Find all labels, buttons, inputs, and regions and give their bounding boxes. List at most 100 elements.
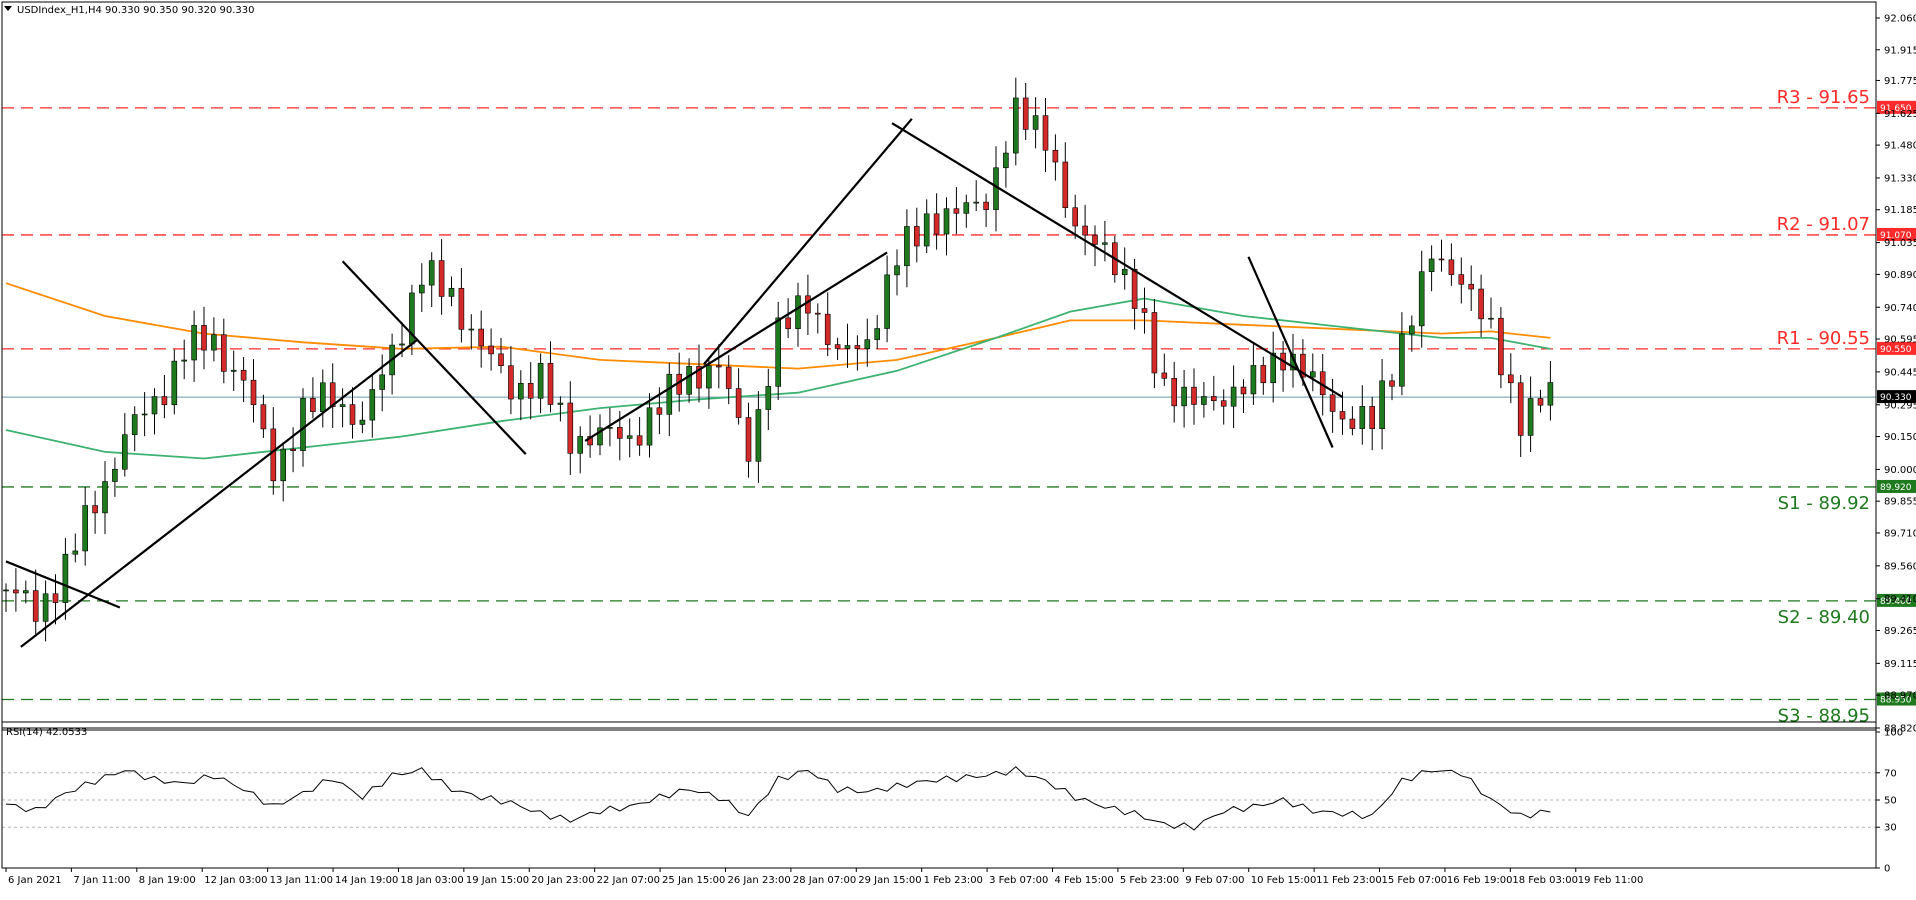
time-axis-label: 19 Feb 11:00 [1578, 875, 1644, 886]
candle-bullish [517, 383, 524, 400]
candle-bearish [1329, 394, 1336, 412]
level-label-support: S3 - 88.95 [1778, 706, 1870, 727]
candle-bullish [1418, 271, 1425, 327]
rsi-axis-label: 50 [1884, 796, 1897, 807]
candle-bearish [1220, 400, 1227, 407]
candle-bullish [151, 396, 158, 415]
candle-bullish [3, 589, 9, 592]
time-axis-label: 18 Feb 03:00 [1512, 875, 1578, 886]
price-axis-label: 89.115 [1884, 659, 1916, 670]
candle-bullish [339, 404, 346, 407]
candle-bearish [1517, 382, 1524, 436]
level-price-tag [1877, 479, 1916, 493]
trendline[interactable] [584, 251, 888, 442]
candle-bearish [1062, 161, 1069, 209]
price-axis-label: 91.035 [1884, 238, 1916, 249]
candle-bearish [725, 366, 732, 389]
price-axis-label: 89.855 [1884, 497, 1916, 508]
price-axis-label: 90.150 [1884, 432, 1916, 443]
candles-group [3, 77, 1554, 642]
candle-bearish [913, 226, 920, 247]
trendline[interactable] [703, 118, 913, 365]
last-price-tag-label: 90.330 [1880, 393, 1912, 403]
time-axis-label: 10 Feb 15:00 [1251, 875, 1317, 886]
candle-bullish [1032, 115, 1039, 130]
rsi-header: RSI(14) 42.0533 [6, 727, 87, 738]
price-axis-label: 89.410 [1884, 594, 1916, 605]
time-axis-label: 15 Feb 07:00 [1382, 875, 1448, 886]
candle-bearish [270, 428, 277, 482]
candle-bullish [686, 366, 692, 395]
candle-bearish [458, 287, 465, 330]
candle-bullish [141, 413, 148, 416]
candle-bearish [1161, 372, 1168, 379]
level-label-support: S1 - 89.92 [1778, 493, 1870, 514]
candle-bearish [933, 213, 940, 235]
candle-bearish [201, 325, 207, 351]
candle-bearish [161, 396, 168, 406]
candle-bearish [1211, 396, 1217, 402]
candle-bullish [577, 436, 584, 454]
candle-bearish [983, 201, 989, 210]
candle-bullish [62, 553, 69, 603]
candle-bearish [567, 402, 574, 454]
candle-bearish [1141, 308, 1148, 313]
candle-bullish [963, 202, 970, 214]
price-axis-label: 90.595 [1884, 335, 1916, 346]
price-axis-label: 91.330 [1884, 173, 1916, 184]
candle-bullish [379, 374, 386, 390]
time-axis-label: 1 Feb 23:00 [924, 875, 983, 886]
candle-bearish [290, 448, 296, 451]
candle-bullish [319, 382, 326, 412]
rsi-pane[interactable] [2, 766, 1876, 831]
candle-bullish [211, 334, 217, 351]
last-price-tag [1877, 390, 1916, 404]
candle-bearish [310, 397, 316, 412]
candle-bearish [616, 427, 623, 439]
trendline[interactable] [891, 122, 1344, 399]
candle-bearish [696, 366, 702, 389]
price-axis-label: 90.295 [1884, 400, 1916, 411]
triangle-down-icon[interactable] [4, 6, 12, 11]
time-axis-label: 16 Feb 19:00 [1447, 875, 1513, 886]
price-pane[interactable]: R3 - 91.65 91.650 R2 - 91.07 91.070 R1 - 90.… [2, 77, 1916, 727]
trendline[interactable] [5, 560, 121, 609]
level-price-tag-label: 88.950 [1880, 696, 1912, 706]
candle-bullish [904, 226, 910, 267]
candle-bearish [1448, 259, 1455, 275]
moving-average-fast-line [5, 297, 1551, 460]
candle-bearish [13, 589, 19, 594]
trendline[interactable] [1247, 256, 1334, 448]
candle-bullish [1181, 386, 1187, 407]
level-price-tag-label: 91.650 [1880, 104, 1912, 114]
rsi-line [5, 766, 1551, 831]
trendline[interactable] [20, 339, 418, 648]
candle-bearish [260, 404, 267, 430]
price-axis-label: 88.820 [1884, 724, 1916, 735]
candle-bullish [448, 287, 455, 297]
trendline[interactable] [341, 260, 527, 455]
candle-bullish [765, 386, 772, 410]
candle-bullish [894, 265, 900, 276]
level-label-resistance: R2 - 91.07 [1777, 214, 1870, 235]
price-axis-label: 91.185 [1884, 205, 1916, 216]
level-label-support: S2 - 89.40 [1778, 607, 1870, 628]
candle-bullish [646, 407, 653, 446]
candle-bearish [1151, 312, 1158, 374]
candle-bearish [814, 312, 821, 315]
price-axis-label: 91.625 [1884, 109, 1916, 120]
price-axis-label: 90.000 [1884, 465, 1916, 476]
symbol-header: USDIndex_H1,H4 90.330 90.350 90.320 90.3… [17, 5, 255, 16]
candle-bullish [399, 343, 405, 346]
level-label-resistance: R3 - 91.65 [1777, 87, 1870, 108]
price-axis-label: 90.890 [1884, 270, 1916, 281]
candle-bearish [498, 353, 504, 367]
chart-header: USDIndex_H1,H4 90.330 90.350 90.320 90.3… [4, 5, 255, 738]
level-price-tag [1877, 593, 1916, 607]
price-pane-frame [1, 1, 1877, 729]
price-axis-label: 90.740 [1884, 303, 1916, 314]
candle-bearish [785, 317, 791, 330]
candle-bullish [369, 389, 376, 421]
